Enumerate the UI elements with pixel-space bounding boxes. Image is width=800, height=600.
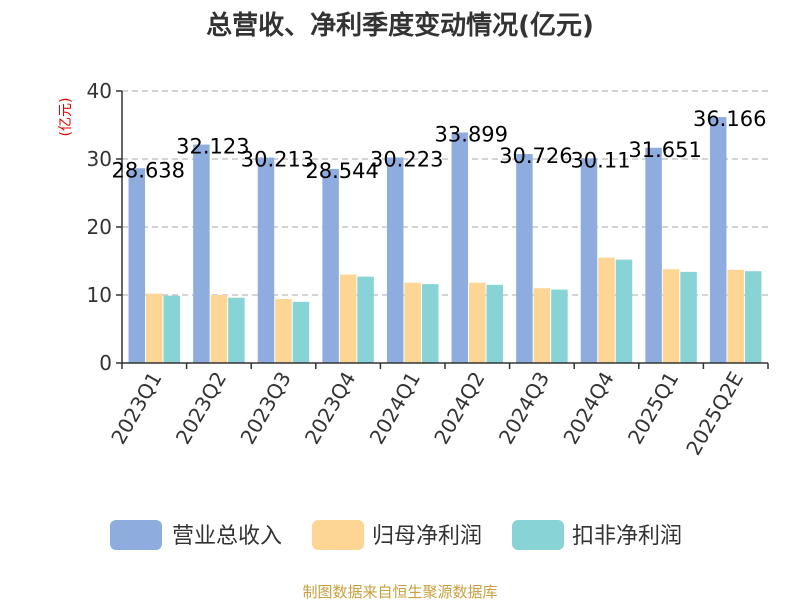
bar-2023Q1-1 xyxy=(128,168,146,363)
legend-swatch xyxy=(312,520,364,550)
y-tick-label: 30 xyxy=(87,147,112,171)
bar-2025Q2E-1 xyxy=(709,117,727,363)
bar-2023Q2-1 xyxy=(193,144,210,363)
bar-2024Q4-2 xyxy=(598,257,615,363)
bar-2024Q2-2 xyxy=(469,282,486,363)
source-note: 制图数据来自恒生聚源数据库 xyxy=(302,583,497,600)
y-tick-label: 10 xyxy=(87,283,112,307)
data-label: 30.223 xyxy=(370,147,443,171)
data-label: 30.213 xyxy=(241,148,314,172)
y-tick-label: 20 xyxy=(87,215,112,239)
bar-2023Q4-1 xyxy=(322,168,339,363)
bar-2024Q1-3 xyxy=(421,284,439,363)
data-label: 30.11 xyxy=(570,148,630,172)
legend: 营业总收入 归母净利润 扣非净利润 xyxy=(110,520,682,550)
x-tick-label: 2024Q2 xyxy=(429,368,489,449)
data-label: 28.544 xyxy=(305,159,378,183)
x-tick-label: 2023Q4 xyxy=(300,368,360,449)
legend-swatch xyxy=(110,520,162,550)
bar-2024Q1-2 xyxy=(404,282,421,363)
x-tick-label: 2025Q2E xyxy=(681,368,748,460)
bar-2024Q2-1 xyxy=(451,132,469,363)
bar-2025Q2E-2 xyxy=(727,269,744,363)
bar-2025Q1-2 xyxy=(662,269,680,363)
legend-swatch xyxy=(512,520,564,550)
bar-2023Q1-3 xyxy=(163,295,181,363)
x-tick-label: 2023Q2 xyxy=(171,368,231,449)
bar-2024Q3-1 xyxy=(516,154,533,363)
data-label: 32.123 xyxy=(176,135,249,159)
x-tick-label: 2023Q3 xyxy=(235,368,295,449)
gridlines xyxy=(122,90,768,296)
bar-2025Q2E-3 xyxy=(744,271,762,363)
bar-2024Q3-3 xyxy=(551,289,568,363)
data-label: 30.726 xyxy=(499,144,572,168)
bar-2023Q4-3 xyxy=(357,276,374,363)
bar-2024Q1-1 xyxy=(386,157,404,363)
x-tick-label: 2024Q4 xyxy=(558,368,618,449)
y-tick-label: 0 xyxy=(99,351,112,375)
legend-label: 归母净利润 xyxy=(372,524,482,549)
chart-title: 总营收、净利季度变动情况(亿元) xyxy=(206,10,594,41)
bar-2023Q2-2 xyxy=(210,295,228,363)
bar-2023Q4-2 xyxy=(339,274,357,363)
bar-2023Q1-2 xyxy=(146,293,163,363)
bar-2024Q3-2 xyxy=(533,288,551,363)
bar-2025Q1-1 xyxy=(645,147,662,363)
y-tick-label: 40 xyxy=(87,79,112,103)
data-label: 36.166 xyxy=(693,107,766,131)
bar-2024Q4-3 xyxy=(615,259,633,363)
bar-2025Q1-3 xyxy=(680,271,697,363)
data-label: 33.899 xyxy=(435,122,508,146)
data-labels: 28.63832.12330.21328.54430.22333.89930.7… xyxy=(112,107,767,183)
bars xyxy=(128,117,762,363)
x-tick-label: 2024Q3 xyxy=(494,368,554,449)
data-label: 28.638 xyxy=(112,158,185,182)
bar-2024Q4-1 xyxy=(580,158,598,363)
bar-2024Q2-3 xyxy=(486,284,504,363)
legend-label: 扣非净利润 xyxy=(572,524,682,549)
bar-2023Q3-2 xyxy=(275,299,292,363)
x-tick-label: 2024Q1 xyxy=(365,368,425,449)
bar-2023Q3-1 xyxy=(257,157,275,363)
x-tick-label: 2025Q1 xyxy=(623,368,683,449)
x-tick-label: 2023Q1 xyxy=(106,368,166,449)
y-axis-unit: (亿元) xyxy=(58,98,74,137)
legend-label: 营业总收入 xyxy=(172,524,282,549)
data-label: 31.651 xyxy=(628,138,701,162)
bar-2023Q2-3 xyxy=(228,297,245,363)
bar-2023Q3-3 xyxy=(292,301,310,363)
